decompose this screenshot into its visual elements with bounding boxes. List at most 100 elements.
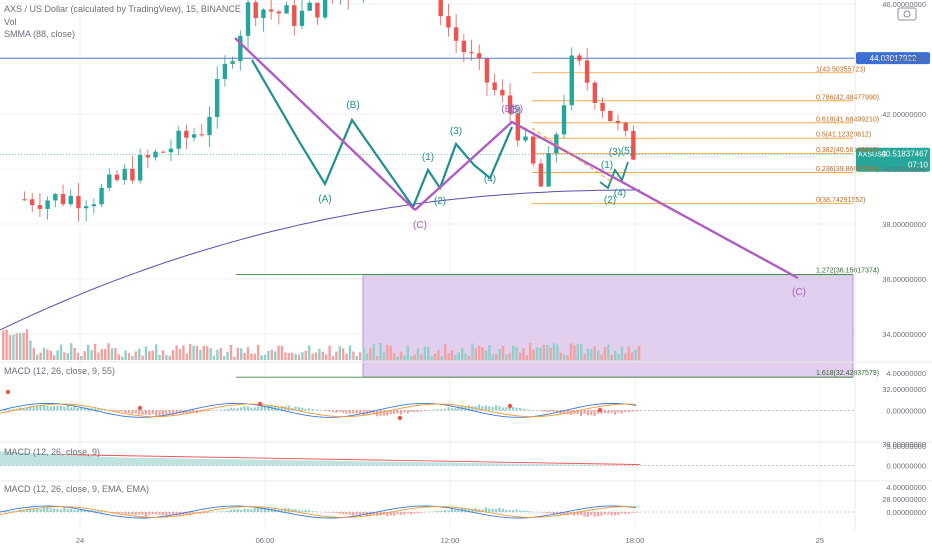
volume-bar	[552, 343, 556, 360]
volume-bar	[522, 348, 525, 360]
macd3-hist-bar	[495, 509, 498, 512]
volume-bar	[144, 346, 148, 360]
volume-bar	[546, 345, 549, 360]
macd3-hist-bar	[124, 512, 127, 515]
macd3-hist-bar	[573, 512, 576, 516]
volume-bar	[440, 356, 443, 360]
volume-bar	[199, 349, 202, 360]
macd3-hist-bar	[304, 510, 307, 512]
macd1-hist-bar	[607, 410, 610, 414]
macd1-hist-bar	[202, 410, 205, 412]
volume-bar	[314, 352, 318, 360]
candle-body	[30, 199, 35, 206]
camera-icon[interactable]	[897, 7, 917, 21]
volume-bar	[488, 344, 491, 360]
price-tick-label: 34.00000000	[882, 330, 926, 339]
macd1-hist-bar	[141, 410, 144, 415]
volume-bar	[63, 352, 66, 360]
candle-body	[523, 136, 528, 141]
volume-bar	[250, 353, 253, 360]
macd3-hist-bar	[161, 512, 164, 516]
volume-bar	[185, 353, 188, 360]
volume-bar	[467, 356, 471, 360]
purple-wave-a	[234, 37, 416, 211]
macd1-hist-bar	[209, 410, 212, 411]
macd1-hist-bar	[556, 410, 559, 413]
macd3-hist-bar	[491, 508, 494, 512]
candle-body	[569, 55, 574, 106]
macd3-hist-bar	[8, 511, 11, 512]
candle-body	[107, 174, 112, 188]
macd1-hist-bar	[124, 410, 127, 414]
macd1-hist-bar	[49, 406, 52, 411]
candle-body	[53, 194, 58, 201]
macd3-hist-bar	[396, 512, 399, 515]
macd3-hist-bar	[583, 512, 586, 517]
wave-label: (A)	[318, 194, 331, 205]
macd1-hist-bar	[501, 407, 504, 411]
macd1-hist-bar	[529, 409, 532, 411]
volume-bar	[389, 345, 392, 360]
macd2-label: MACD (12, 26, close, 9)	[4, 447, 101, 457]
candle-body	[600, 102, 605, 111]
wave-label: (1)	[422, 152, 434, 163]
macd3-signal-line	[0, 506, 637, 518]
macd1-hist-bar	[566, 410, 569, 415]
macd1-hist-bar	[250, 407, 253, 411]
volume-bar	[484, 350, 488, 360]
macd3-hist-bar	[311, 511, 314, 512]
macd1-hist-bar	[148, 410, 151, 416]
candle-body	[492, 82, 497, 90]
macd1-hist-bar	[39, 405, 42, 411]
macd1-hist-bar	[277, 407, 280, 411]
macd3-tick: 4.00000000	[886, 483, 926, 492]
macd3-hist-bar	[345, 512, 348, 515]
volume-bar	[56, 350, 59, 360]
macd3-hist-bar	[586, 512, 589, 517]
macd1-hist-bar	[229, 407, 232, 411]
macd3-hist-bar	[226, 510, 229, 512]
volume-bar	[569, 343, 573, 360]
macd1-hist-bar	[127, 410, 130, 414]
macd3-hist-bar	[42, 507, 45, 512]
macd1-hist-bar	[36, 406, 39, 411]
vol-label: Vol	[4, 17, 17, 27]
volume-bar	[631, 352, 634, 360]
macd1-hist-bar	[631, 410, 634, 412]
wave-label: (3)	[609, 147, 621, 158]
macd3-hist-bar	[206, 512, 209, 513]
volume-bar	[121, 356, 124, 360]
volume-bar	[624, 353, 627, 360]
volume-bar	[508, 353, 511, 360]
volume-bar	[403, 355, 406, 360]
macd3-hist-bar	[464, 507, 467, 512]
macd1-hist-bar	[478, 404, 481, 411]
macd3-hist-bar	[603, 512, 606, 515]
macd1-hist-bar	[246, 406, 249, 411]
macd1-hist-bar	[22, 408, 25, 411]
macd3-hist-bar	[331, 512, 334, 513]
candle-body	[137, 155, 143, 181]
volume-bar	[195, 345, 199, 360]
candle-body	[261, 9, 266, 19]
volume-bar	[342, 348, 345, 360]
volume-bar	[73, 347, 76, 360]
volume-bar	[617, 354, 620, 360]
macd1-hist-bar	[563, 410, 566, 414]
macd1-cross-dot	[257, 401, 263, 407]
volume-bar	[236, 347, 239, 360]
macd3-hist-bar	[25, 509, 28, 512]
macd1-hist-bar	[355, 410, 358, 414]
volume-bar	[100, 349, 103, 360]
volume-bar	[379, 343, 382, 360]
macd3-hist-bar	[199, 512, 202, 515]
macd3-hist-bar	[114, 512, 117, 514]
macd3-hist-bar	[620, 512, 623, 514]
macd1-hist-bar	[552, 410, 555, 413]
macd3-label: MACD (12, 26, close, 9, EMA, EMA)	[4, 484, 150, 494]
volume-bar	[134, 351, 137, 360]
macd1-hist-bar	[80, 407, 83, 411]
volume-bar	[413, 354, 416, 360]
candle-body	[438, 0, 443, 17]
